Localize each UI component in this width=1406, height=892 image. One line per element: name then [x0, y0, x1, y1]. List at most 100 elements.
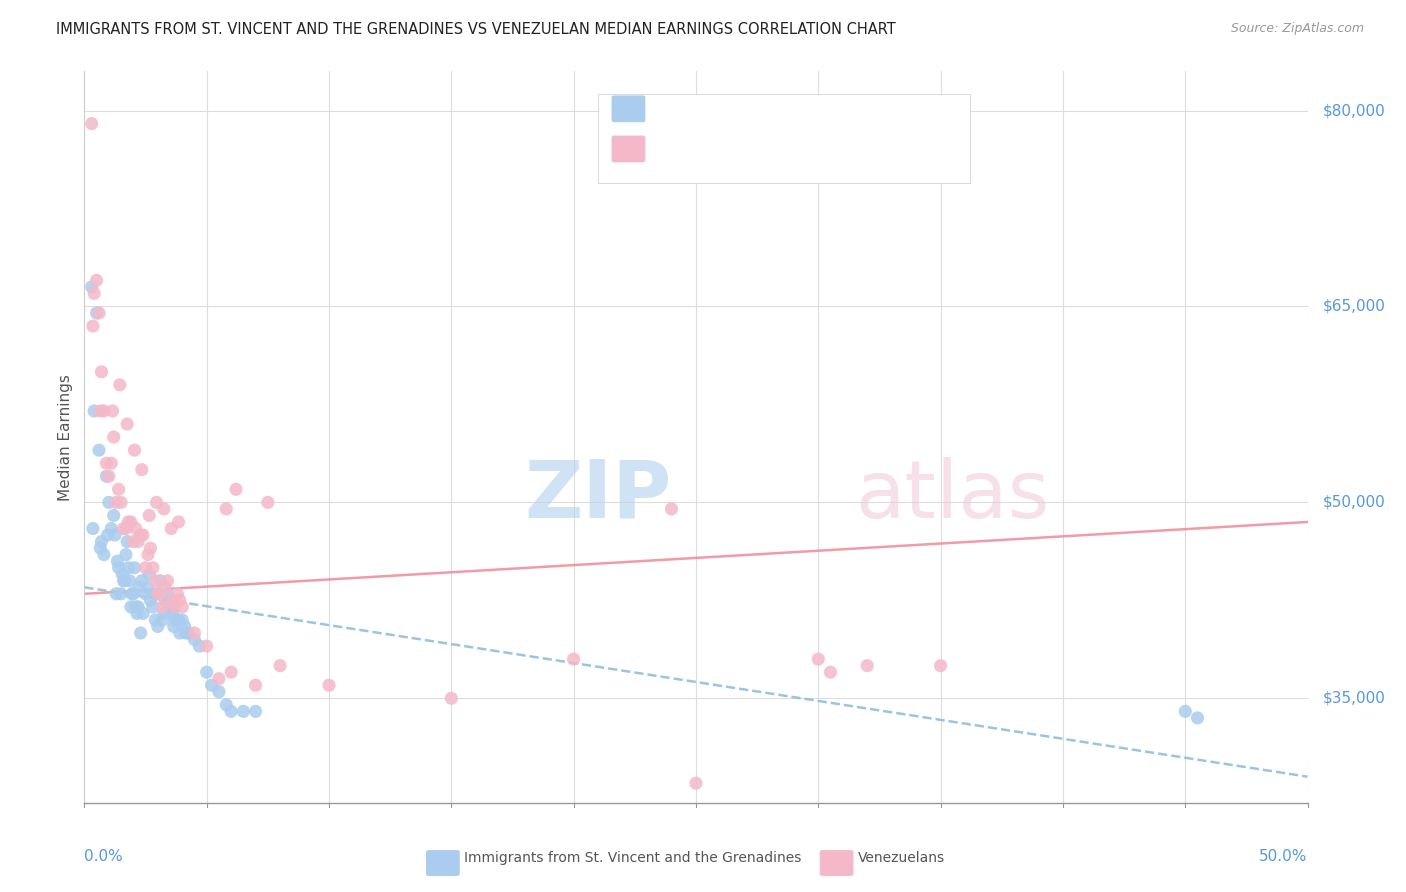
Point: [215, 502, 238, 516]
Point: [195, 665, 218, 680]
Point: [103, 508, 125, 523]
Text: 68: 68: [855, 140, 877, 158]
Point: [149, 587, 172, 601]
Point: [100, 456, 122, 470]
Text: N =: N =: [808, 140, 845, 158]
Point: [127, 599, 149, 614]
Point: [82, 521, 104, 535]
Point: [128, 580, 150, 594]
Point: [111, 567, 134, 582]
Point: [562, 652, 585, 666]
Point: [89, 541, 111, 555]
Point: [115, 417, 138, 431]
Point: [245, 678, 267, 692]
Point: [145, 587, 167, 601]
Point: [163, 613, 186, 627]
Point: [97, 469, 120, 483]
Point: [97, 528, 120, 542]
Point: [115, 534, 138, 549]
Point: [112, 574, 135, 588]
Text: Venezuelans: Venezuelans: [858, 851, 945, 865]
Text: atlas: atlas: [855, 457, 1049, 535]
Point: [146, 587, 169, 601]
Point: [167, 515, 190, 529]
Point: [153, 607, 176, 621]
Point: [269, 658, 291, 673]
Point: [856, 658, 879, 673]
Point: [166, 587, 188, 601]
Point: [124, 560, 146, 574]
Point: [114, 574, 136, 588]
Point: [96, 456, 118, 470]
Point: [153, 593, 176, 607]
Point: [125, 599, 148, 614]
Point: [257, 495, 280, 509]
Point: [245, 705, 267, 719]
Point: [96, 469, 118, 483]
Point: [136, 580, 159, 594]
Point: [162, 607, 184, 621]
Point: [87, 443, 110, 458]
Point: [148, 587, 170, 601]
Point: [219, 705, 242, 719]
Point: [107, 483, 129, 497]
Point: [149, 574, 172, 588]
Text: $35,000: $35,000: [1322, 690, 1385, 706]
Point: [127, 534, 149, 549]
Point: [82, 319, 104, 334]
Point: [135, 560, 157, 574]
Text: 50.0%: 50.0%: [1260, 848, 1308, 863]
Point: [131, 463, 153, 477]
Point: [172, 599, 194, 614]
Point: [139, 593, 162, 607]
Point: [131, 574, 153, 588]
Point: [80, 280, 103, 294]
Point: [172, 613, 194, 627]
Point: [163, 619, 186, 633]
Point: [1174, 705, 1197, 719]
Point: [661, 502, 683, 516]
Point: [173, 619, 195, 633]
Point: [208, 685, 231, 699]
Point: [929, 658, 952, 673]
Point: [115, 521, 138, 535]
Text: Source: ZipAtlas.com: Source: ZipAtlas.com: [1230, 22, 1364, 36]
Point: [143, 574, 166, 588]
Point: [87, 306, 110, 320]
Point: [146, 619, 169, 633]
Point: [112, 521, 135, 535]
Point: [160, 521, 183, 535]
Point: [807, 652, 830, 666]
Text: $80,000: $80,000: [1322, 103, 1385, 118]
Text: ZIP: ZIP: [524, 457, 672, 535]
Point: [100, 521, 122, 535]
Text: Immigrants from St. Vincent and the Grenadines: Immigrants from St. Vincent and the Gren…: [464, 851, 801, 865]
Point: [142, 560, 165, 574]
Point: [318, 678, 340, 692]
Point: [115, 548, 138, 562]
Point: [107, 560, 129, 574]
Point: [93, 548, 115, 562]
Point: [101, 404, 124, 418]
Point: [118, 574, 141, 588]
Point: [200, 678, 222, 692]
Point: [122, 587, 145, 601]
Text: 0.055: 0.055: [707, 140, 759, 158]
Point: [163, 599, 186, 614]
Text: R =: R =: [651, 100, 688, 118]
Point: [120, 599, 142, 614]
Point: [135, 587, 157, 601]
Point: [156, 574, 179, 588]
Point: [159, 599, 181, 614]
Point: [136, 548, 159, 562]
Text: R =: R =: [651, 140, 688, 158]
Point: [83, 286, 105, 301]
Point: [153, 580, 176, 594]
Point: [440, 691, 463, 706]
Text: N =: N =: [808, 100, 845, 118]
Point: [90, 534, 112, 549]
Point: [86, 306, 108, 320]
Point: [219, 665, 242, 680]
Point: [153, 502, 176, 516]
Point: [132, 607, 155, 621]
